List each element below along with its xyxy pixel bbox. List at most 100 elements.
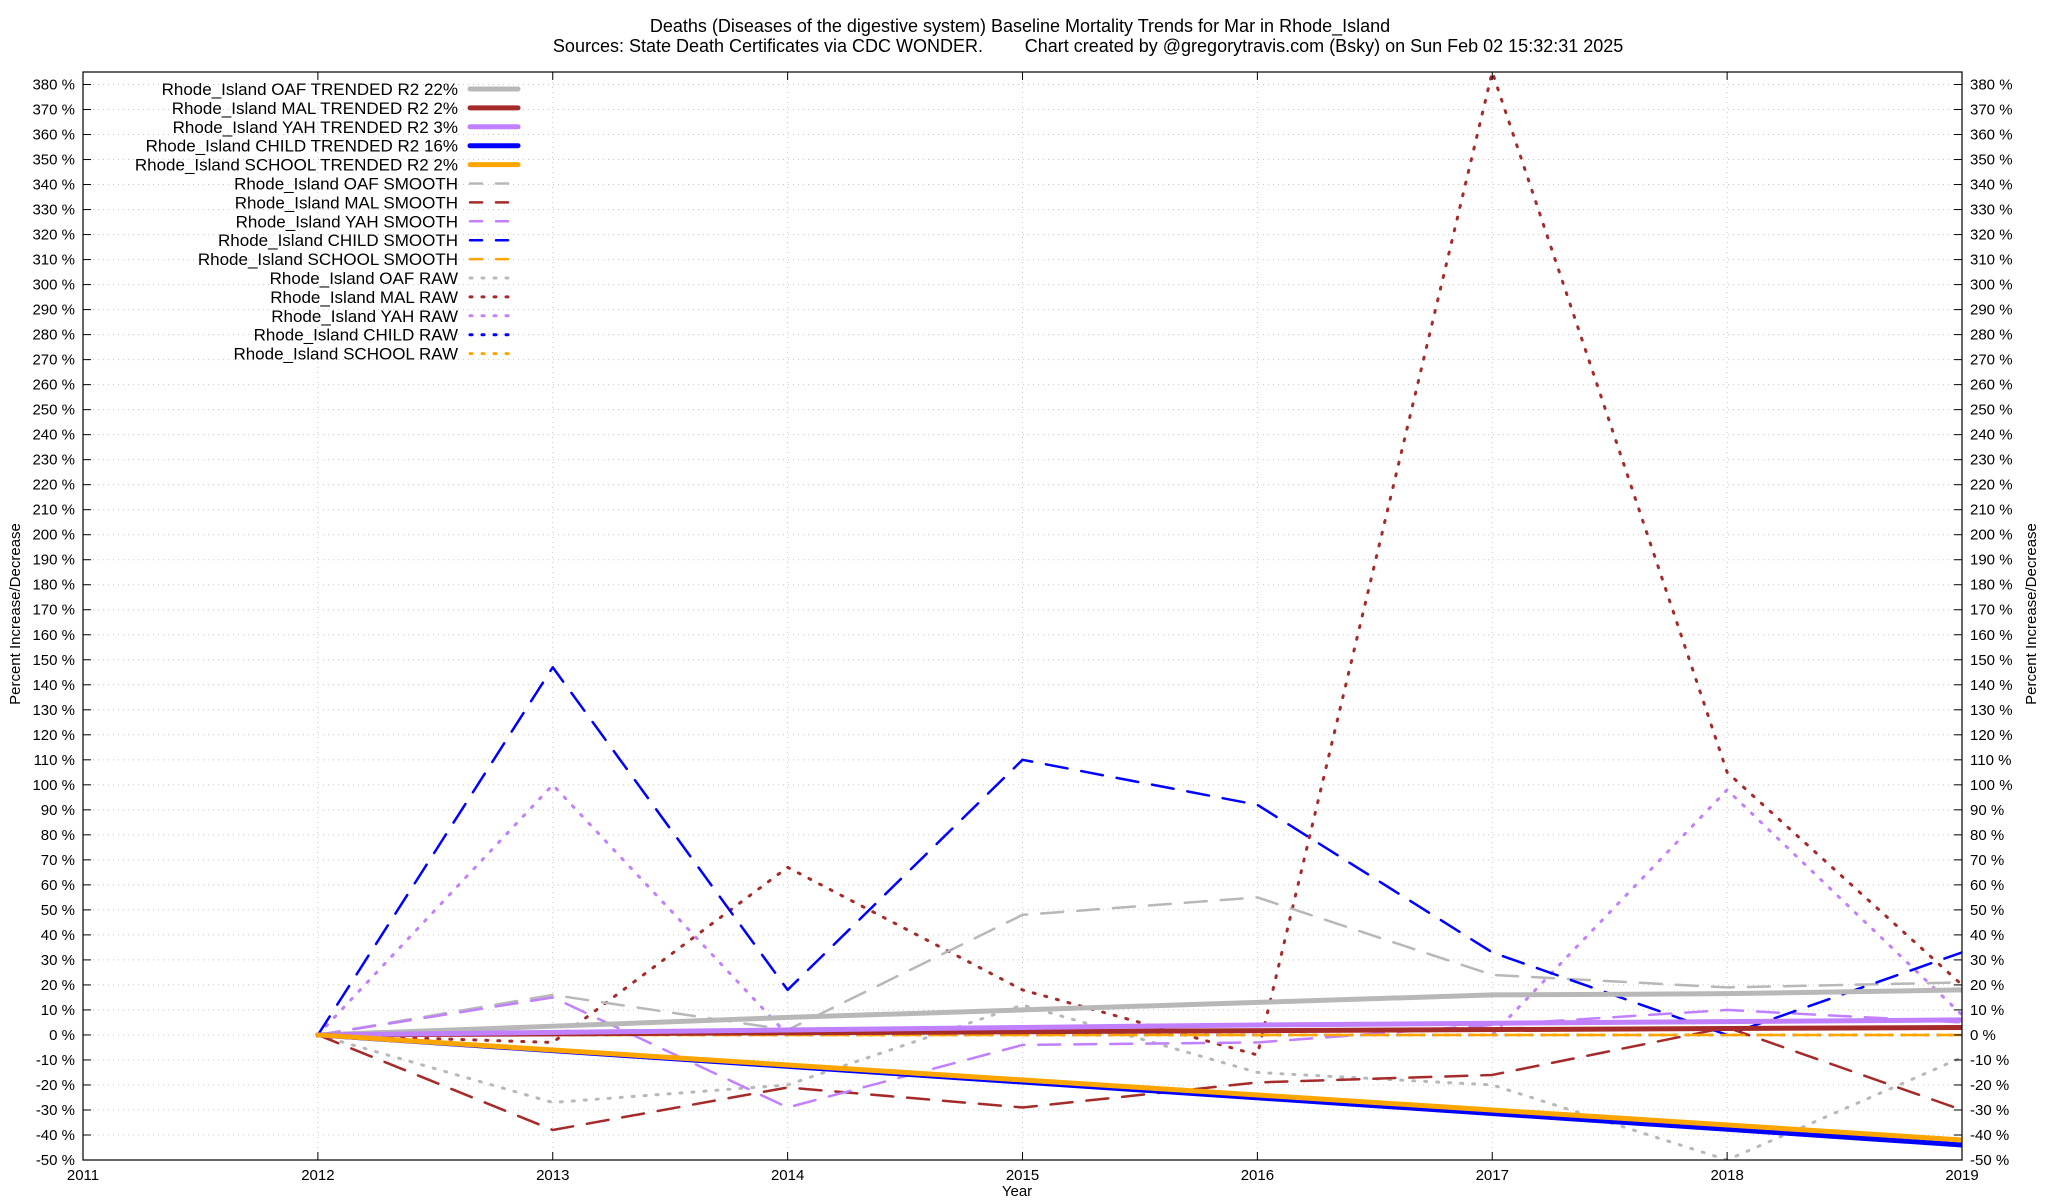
- legend-entry-label: Rhode_Island SCHOOL RAW: [233, 345, 458, 364]
- y-tick-label-left: 240 %: [32, 427, 75, 444]
- y-tick-label-right: 370 %: [1970, 102, 2013, 119]
- y-tick-label-right: 130 %: [1970, 702, 2013, 719]
- y-tick-label-right: 190 %: [1970, 552, 2013, 569]
- y-tick-label-right: 180 %: [1970, 577, 2013, 594]
- x-tick-label: 2013: [536, 1167, 569, 1184]
- y-tick-label-left: 370 %: [32, 102, 75, 119]
- y-tick-label-right: 300 %: [1970, 277, 2013, 294]
- y-tick-label-right: 60 %: [1970, 877, 2004, 894]
- y-tick-label-left: 80 %: [41, 827, 75, 844]
- y-tick-label-right: 100 %: [1970, 777, 2013, 794]
- series-line: [316, 783, 1962, 1037]
- y-tick-label-right: 350 %: [1970, 152, 2013, 169]
- y-tick-label-right: 330 %: [1970, 202, 2013, 219]
- y-tick-label-right: 80 %: [1970, 827, 2004, 844]
- series-line: [316, 996, 1962, 1109]
- y-tick-label-right: -10 %: [1970, 1052, 2009, 1069]
- y-tick-label-left: 200 %: [32, 527, 75, 544]
- grid: [83, 72, 1962, 1161]
- y-tick-label-left: 250 %: [32, 402, 75, 419]
- y-tick-label-right: 210 %: [1970, 502, 2013, 519]
- x-tick-label: 2018: [1710, 1167, 1743, 1184]
- y-tick-label-left: 230 %: [32, 452, 75, 469]
- y-tick-label-left: 360 %: [32, 127, 75, 144]
- y-tick-label-right: 260 %: [1970, 377, 2013, 394]
- y-tick-label-left: 330 %: [32, 202, 75, 219]
- y-tick-label-right: 320 %: [1970, 227, 2013, 244]
- y-tick-label-left: 170 %: [32, 602, 75, 619]
- y-tick-label-left: 20 %: [41, 977, 75, 994]
- y-tick-label-left: 280 %: [32, 327, 75, 344]
- y-tick-label-left: 150 %: [32, 652, 75, 669]
- x-tick-label: 2012: [301, 1167, 334, 1184]
- legend-entry-label: Rhode_Island MAL SMOOTH: [235, 193, 458, 212]
- legend-entry-label: Rhode_Island OAF SMOOTH: [234, 175, 458, 194]
- series-line: [316, 72, 1962, 1057]
- y-tick-label-left: 320 %: [32, 227, 75, 244]
- y-tick-label-left: 190 %: [32, 552, 75, 569]
- y-tick-label-right: -50 %: [1970, 1152, 2009, 1169]
- chart-title: Deaths (Diseases of the digestive system…: [650, 16, 1390, 37]
- legend-entry-label: Rhode_Island YAH RAW: [271, 307, 458, 326]
- series-line: [316, 1026, 1962, 1132]
- y-tick-label-left: 380 %: [32, 77, 75, 94]
- y-tick-label-left: 60 %: [41, 877, 75, 894]
- y-tick-label-right: 0 %: [1970, 1027, 1996, 1044]
- y-tick-label-left: 300 %: [32, 277, 75, 294]
- legend-entry-label: Rhode_Island OAF TRENDED R2 22%: [162, 80, 458, 99]
- legend-entry-label: Rhode_Island YAH SMOOTH: [236, 212, 458, 231]
- y-tick-label-right: 360 %: [1970, 127, 2013, 144]
- y-tick-label-right: 250 %: [1970, 402, 2013, 419]
- series-line: [315, 1032, 1962, 1143]
- legend-entry-label: Rhode_Island CHILD SMOOTH: [218, 231, 458, 250]
- y-tick-label-right: 90 %: [1970, 802, 2004, 819]
- y-tick-label-left: -40 %: [36, 1127, 75, 1144]
- y-tick-label-left: 140 %: [32, 677, 75, 694]
- legend: Rhode_Island OAF TRENDED R2 22%Rhode_Isl…: [135, 80, 521, 364]
- series-line: [316, 896, 1962, 1037]
- y-tick-label-right: 270 %: [1970, 352, 2013, 369]
- y-tick-label-right: 340 %: [1970, 177, 2013, 194]
- y-tick-label-right: 70 %: [1970, 852, 2004, 869]
- y-tick-label-left: 260 %: [32, 377, 75, 394]
- y-tick-label-right: 50 %: [1970, 902, 2004, 919]
- legend-entry-label: Rhode_Island CHILD TRENDED R2 16%: [146, 137, 458, 156]
- y-tick-label-left: 340 %: [32, 177, 75, 194]
- y-tick-label-left: 40 %: [41, 927, 75, 944]
- legend-entry-label: Rhode_Island MAL TRENDED R2 2%: [172, 99, 458, 118]
- y-tick-label-left: 90 %: [41, 802, 75, 819]
- y-tick-label-left: 220 %: [32, 477, 75, 494]
- y-tick-label-left: 10 %: [41, 1002, 75, 1019]
- y-tick-label-right: 290 %: [1970, 302, 2013, 319]
- x-tick-label: 2015: [1006, 1167, 1039, 1184]
- y-tick-label-right: -40 %: [1970, 1127, 2009, 1144]
- y-tick-label-left: -10 %: [36, 1052, 75, 1069]
- legend-entry-label: Rhode_Island OAF RAW: [270, 269, 458, 288]
- y-tick-label-right: 20 %: [1970, 977, 2004, 994]
- x-tick-label: 2017: [1476, 1167, 1509, 1184]
- y-axis-label-right: Percent Increase/Decrease: [2023, 523, 2040, 705]
- y-tick-label-right: 140 %: [1970, 677, 2013, 694]
- y-tick-label-left: 310 %: [32, 252, 75, 269]
- series-line: [316, 666, 1962, 1037]
- y-tick-label-left: 30 %: [41, 952, 75, 969]
- y-tick-label-right: 230 %: [1970, 452, 2013, 469]
- y-tick-label-left: 110 %: [34, 752, 75, 769]
- y-tick-label-right: 30 %: [1970, 952, 2004, 969]
- y-tick-label-left: 120 %: [32, 727, 75, 744]
- y-tick-label-right: 160 %: [1970, 627, 2013, 644]
- y-tick-label-left: -20 %: [36, 1077, 75, 1094]
- y-tick-label-left: -30 %: [36, 1102, 75, 1119]
- y-tick-label-left: 130 %: [32, 702, 75, 719]
- legend-entry-label: Rhode_Island SCHOOL SMOOTH: [198, 250, 458, 269]
- chart-subtitle-credit: Chart created by @gregorytravis.com (Bsk…: [1025, 36, 1624, 56]
- y-tick-label-left: 160 %: [32, 627, 75, 644]
- legend-entry-label: Rhode_Island CHILD RAW: [254, 326, 458, 345]
- y-tick-label-left: 290 %: [32, 302, 75, 319]
- legend-entry-label: Rhode_Island YAH TRENDED R2 3%: [173, 118, 458, 137]
- y-tick-label-left: 270 %: [32, 352, 75, 369]
- y-tick-label-right: 120 %: [1970, 727, 2013, 744]
- plot-series: [315, 72, 1962, 1160]
- y-tick-label-right: 170 %: [1970, 602, 2013, 619]
